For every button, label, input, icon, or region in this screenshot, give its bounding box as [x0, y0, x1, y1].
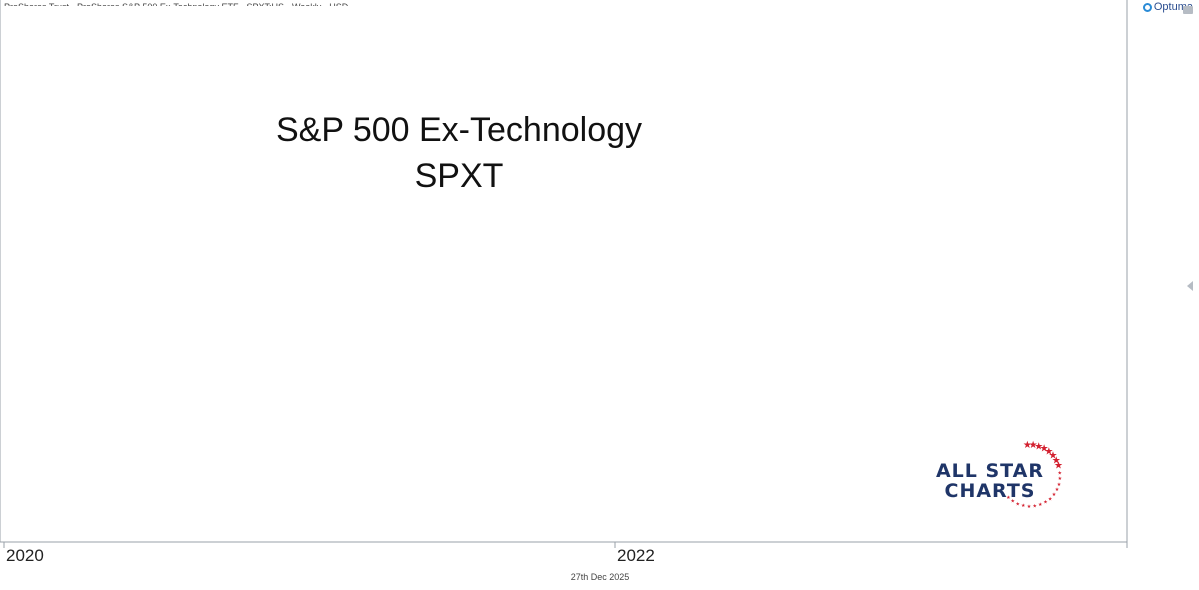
logo-star: ★ — [1034, 441, 1043, 452]
logo-star: ★ — [1048, 496, 1053, 502]
axes-layer: 60.0062.0064.0066.0068.0070.0072.0074.00… — [3, 6, 1193, 565]
logo-star: ★ — [1044, 447, 1053, 458]
logo-line1: ALL STAR — [936, 460, 1044, 482]
logo-star: ★ — [1048, 451, 1057, 462]
plot-background — [0, 6, 1127, 542]
chart-title-line2: SPXT — [415, 157, 504, 195]
logo-star: ★ — [1011, 499, 1016, 505]
footer-date: 27th Dec 2025 — [571, 572, 630, 582]
x-tick-label: 2020 — [6, 546, 44, 565]
logo-line2: CHARTS — [945, 480, 1036, 502]
x-tick-label: 2022 — [617, 546, 655, 565]
logo-star: ★ — [1021, 503, 1026, 509]
logo-star: ★ — [1058, 470, 1063, 476]
logo-star: ★ — [1038, 502, 1043, 508]
logo-star: ★ — [1043, 500, 1048, 506]
logo-star: ★ — [1032, 504, 1037, 510]
plot-area — [0, 0, 1128, 548]
all-star-charts-logo: ALL STAR CHARTS ★★★★★★★★★★★★★★★★★★★★★★ — [936, 440, 1063, 510]
logo-star: ★ — [1027, 504, 1032, 510]
optuma-logo-icon — [1142, 3, 1152, 12]
logo-star: ★ — [1029, 440, 1038, 451]
logo-star: ★ — [1040, 444, 1049, 455]
logo-stars-icon: ★★★★★★★★★★★★★★★★★★★★★★ — [1006, 440, 1063, 510]
chart-title-line1: S&P 500 Ex-Technology — [276, 111, 642, 149]
logo-star: ★ — [1054, 461, 1063, 472]
logo-star: ★ — [1057, 482, 1062, 488]
logo-star: ★ — [1016, 501, 1021, 507]
logo-star: ★ — [1023, 440, 1032, 451]
logo-star: ★ — [1055, 487, 1060, 493]
scroll-arrow-icon — [1187, 281, 1193, 291]
logo-star: ★ — [1052, 455, 1061, 466]
lock-icon — [1183, 6, 1193, 14]
logo-star: ★ — [1058, 476, 1063, 482]
logo-star: ★ — [1006, 495, 1011, 501]
logo-star: ★ — [1052, 492, 1057, 498]
